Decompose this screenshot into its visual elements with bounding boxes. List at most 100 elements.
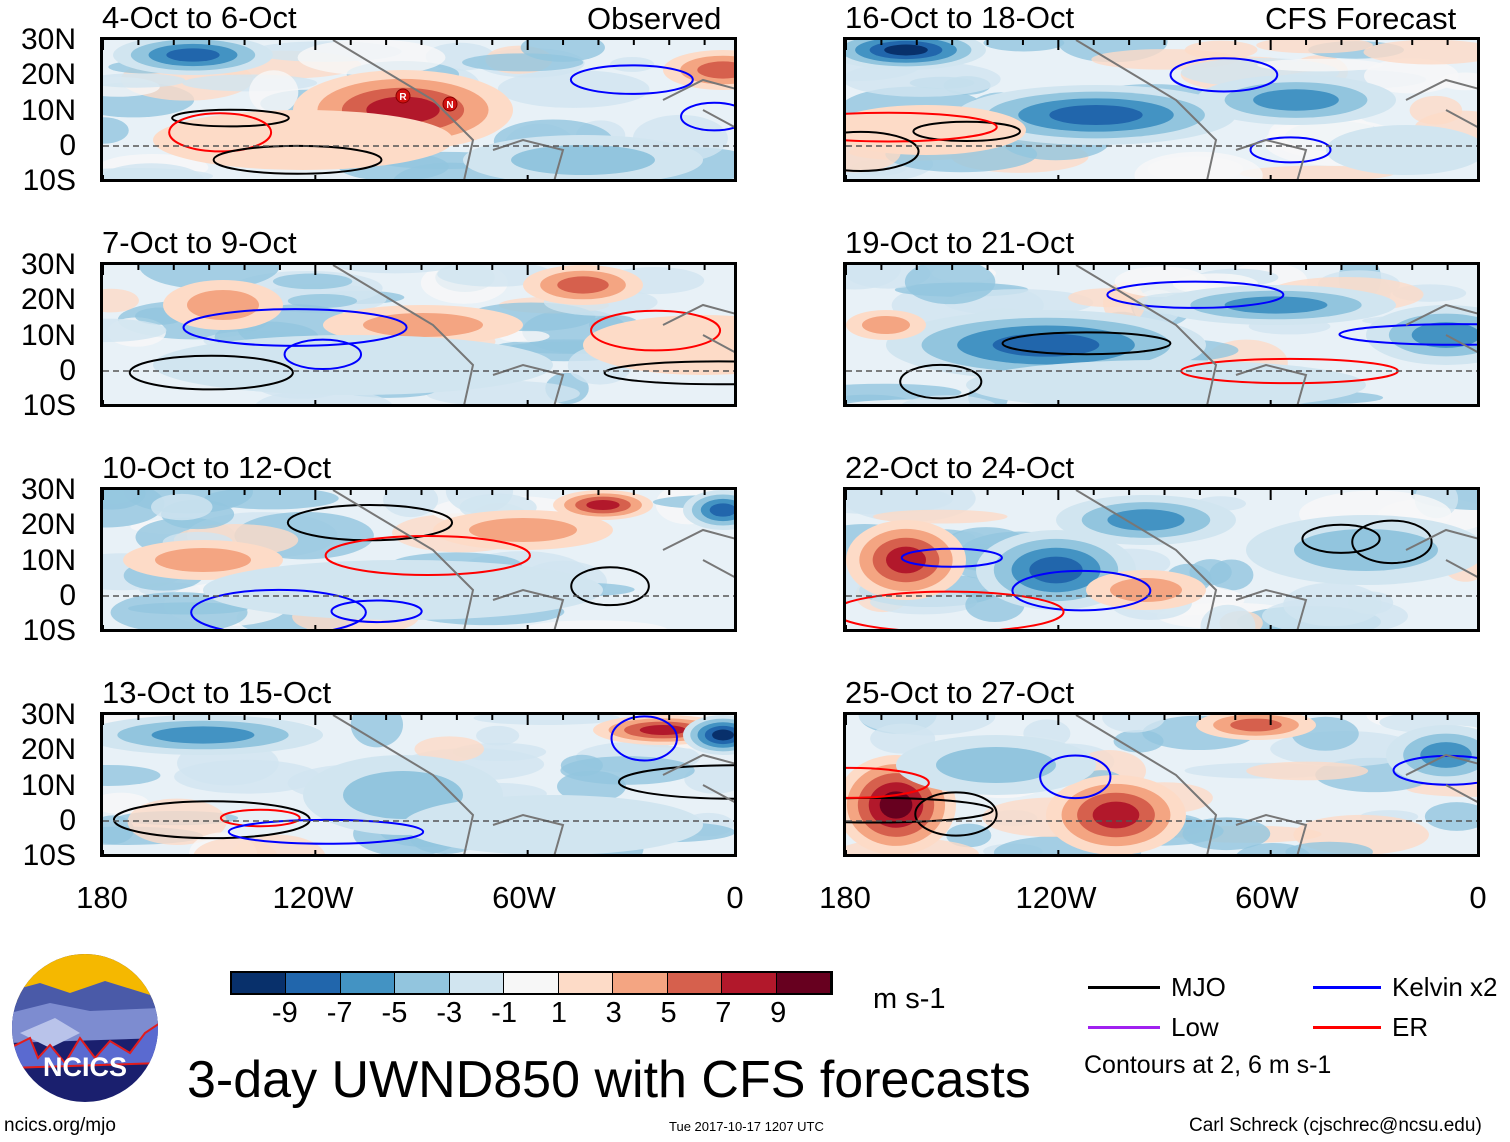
anomaly-shading bbox=[521, 620, 668, 629]
anomaly-shading bbox=[886, 546, 926, 574]
kelvin-contour bbox=[680, 101, 734, 132]
anomaly-shading bbox=[1411, 322, 1477, 348]
anomaly-shading bbox=[983, 40, 1065, 52]
latitude-label: 20N bbox=[20, 508, 76, 542]
kelvin-contour bbox=[1011, 569, 1152, 612]
legend-label-kelvin: Kelvin x2 bbox=[1392, 972, 1498, 1002]
storm-marker-label: R bbox=[399, 92, 407, 103]
coastline bbox=[332, 715, 734, 854]
panel-title: 22-Oct to 24-Oct bbox=[845, 450, 1075, 485]
anomaly-shading bbox=[103, 815, 135, 845]
anomaly-shading bbox=[153, 110, 453, 170]
latitude-label: 10N bbox=[20, 768, 76, 802]
mjo-contour bbox=[128, 354, 294, 391]
legend-label-mjo: MJO bbox=[1171, 972, 1226, 1002]
anomaly-shading bbox=[1102, 715, 1165, 733]
latitude-label: 10S bbox=[22, 389, 76, 423]
mjo-contour bbox=[912, 120, 1022, 143]
anomaly-shading bbox=[1200, 604, 1256, 629]
latitude-label: 30N bbox=[20, 23, 76, 56]
map-panel bbox=[100, 262, 737, 407]
anomaly-shading bbox=[287, 294, 358, 308]
coastline bbox=[1075, 265, 1477, 404]
anomaly-shading bbox=[103, 764, 161, 786]
kelvin-contour bbox=[610, 715, 678, 762]
latitude-label: 10S bbox=[22, 614, 76, 648]
kelvin-contour bbox=[1106, 280, 1285, 309]
logo-text: NCICS bbox=[43, 1052, 127, 1082]
anomaly-shading bbox=[1184, 40, 1258, 60]
anomaly-shading bbox=[1029, 556, 1083, 584]
colorbar-swatch bbox=[340, 973, 396, 993]
anomaly-shading bbox=[586, 500, 620, 510]
latitude-label: 20N bbox=[20, 58, 76, 92]
kelvin-contour bbox=[569, 64, 694, 95]
er-contour bbox=[324, 535, 531, 576]
legend-line-er bbox=[1313, 1026, 1381, 1029]
latitude-label: 10N bbox=[20, 318, 76, 352]
anomaly-shading bbox=[1189, 559, 1232, 586]
anomaly-shading bbox=[203, 560, 603, 620]
panel-title: 16-Oct to 18-Oct bbox=[845, 0, 1075, 35]
coastline bbox=[332, 490, 734, 629]
colorbar-tick-label: 1 bbox=[550, 997, 567, 1029]
longitude-label: 0 bbox=[726, 880, 744, 915]
figure-title: 3-day UWND850 with CFS forecasts bbox=[187, 1051, 1031, 1109]
anomaly-shading bbox=[103, 490, 165, 528]
anomaly-shading bbox=[187, 290, 259, 320]
er-contour bbox=[219, 808, 301, 828]
latitude-label: 20N bbox=[20, 283, 76, 317]
map-panel: RN bbox=[100, 37, 737, 182]
anomaly-shading bbox=[437, 265, 553, 287]
kelvin-contour bbox=[283, 338, 363, 371]
anomaly-shading bbox=[846, 490, 953, 515]
coastline bbox=[1075, 490, 1477, 629]
latitude-label: 0 bbox=[59, 578, 76, 612]
anomaly-shading bbox=[476, 725, 520, 746]
coastline bbox=[1075, 40, 1477, 179]
map-panel bbox=[843, 712, 1480, 857]
colorbar-tick-label: 7 bbox=[715, 997, 732, 1029]
anomaly-shading bbox=[639, 725, 687, 735]
er-contour bbox=[168, 112, 273, 153]
anomaly-shading bbox=[103, 288, 139, 313]
latitude-label: 10S bbox=[22, 164, 76, 198]
anomaly-shading bbox=[193, 837, 277, 854]
latitude-label: 0 bbox=[59, 128, 76, 162]
footer-timestamp: Tue 2017-10-17 1207 UTC bbox=[669, 1119, 824, 1134]
kelvin-contour bbox=[1249, 136, 1332, 164]
colorbar-tick-label: 3 bbox=[605, 997, 622, 1029]
longitude-label: 60W bbox=[1235, 880, 1299, 915]
anomaly-shading bbox=[153, 335, 553, 395]
anomaly-shading bbox=[884, 44, 928, 56]
latitude-label: 30N bbox=[20, 248, 76, 281]
footer-url[interactable]: ncics.org/mjo bbox=[4, 1115, 116, 1136]
colorbar bbox=[230, 971, 833, 995]
anomaly-shading bbox=[1261, 597, 1408, 629]
colorbar-units: m s-1 bbox=[873, 983, 946, 1015]
anomaly-shading bbox=[846, 61, 1001, 97]
anomaly-shading bbox=[1253, 89, 1339, 111]
anomaly-shading bbox=[1424, 802, 1477, 831]
coastline bbox=[332, 265, 734, 404]
colorbar-swatch bbox=[613, 973, 668, 993]
mjo-contour bbox=[171, 108, 290, 128]
er-contour bbox=[846, 111, 998, 143]
legend-line-kelvin bbox=[1313, 986, 1381, 989]
observed-label: Observed bbox=[587, 1, 722, 36]
longitude-label: 180 bbox=[76, 880, 128, 915]
colorbar-tick-label: -5 bbox=[381, 997, 408, 1029]
anomaly-shading bbox=[103, 318, 167, 343]
anomaly-shading bbox=[272, 273, 353, 290]
colorbar-tick-label: -1 bbox=[491, 997, 517, 1029]
forecast-label: CFS Forecast bbox=[1265, 1, 1457, 36]
latitude-label: 30N bbox=[20, 473, 76, 506]
storm-marker-label: N bbox=[446, 100, 453, 111]
legend-label-low: Low bbox=[1171, 1012, 1219, 1042]
anomaly-shading bbox=[583, 315, 734, 375]
longitude-label: 0 bbox=[1469, 880, 1487, 915]
mjo-contour bbox=[899, 363, 983, 400]
mjo-contour bbox=[617, 764, 734, 800]
panel-title: 13-Oct to 15-Oct bbox=[102, 675, 332, 710]
anomaly-shading bbox=[1134, 151, 1263, 179]
